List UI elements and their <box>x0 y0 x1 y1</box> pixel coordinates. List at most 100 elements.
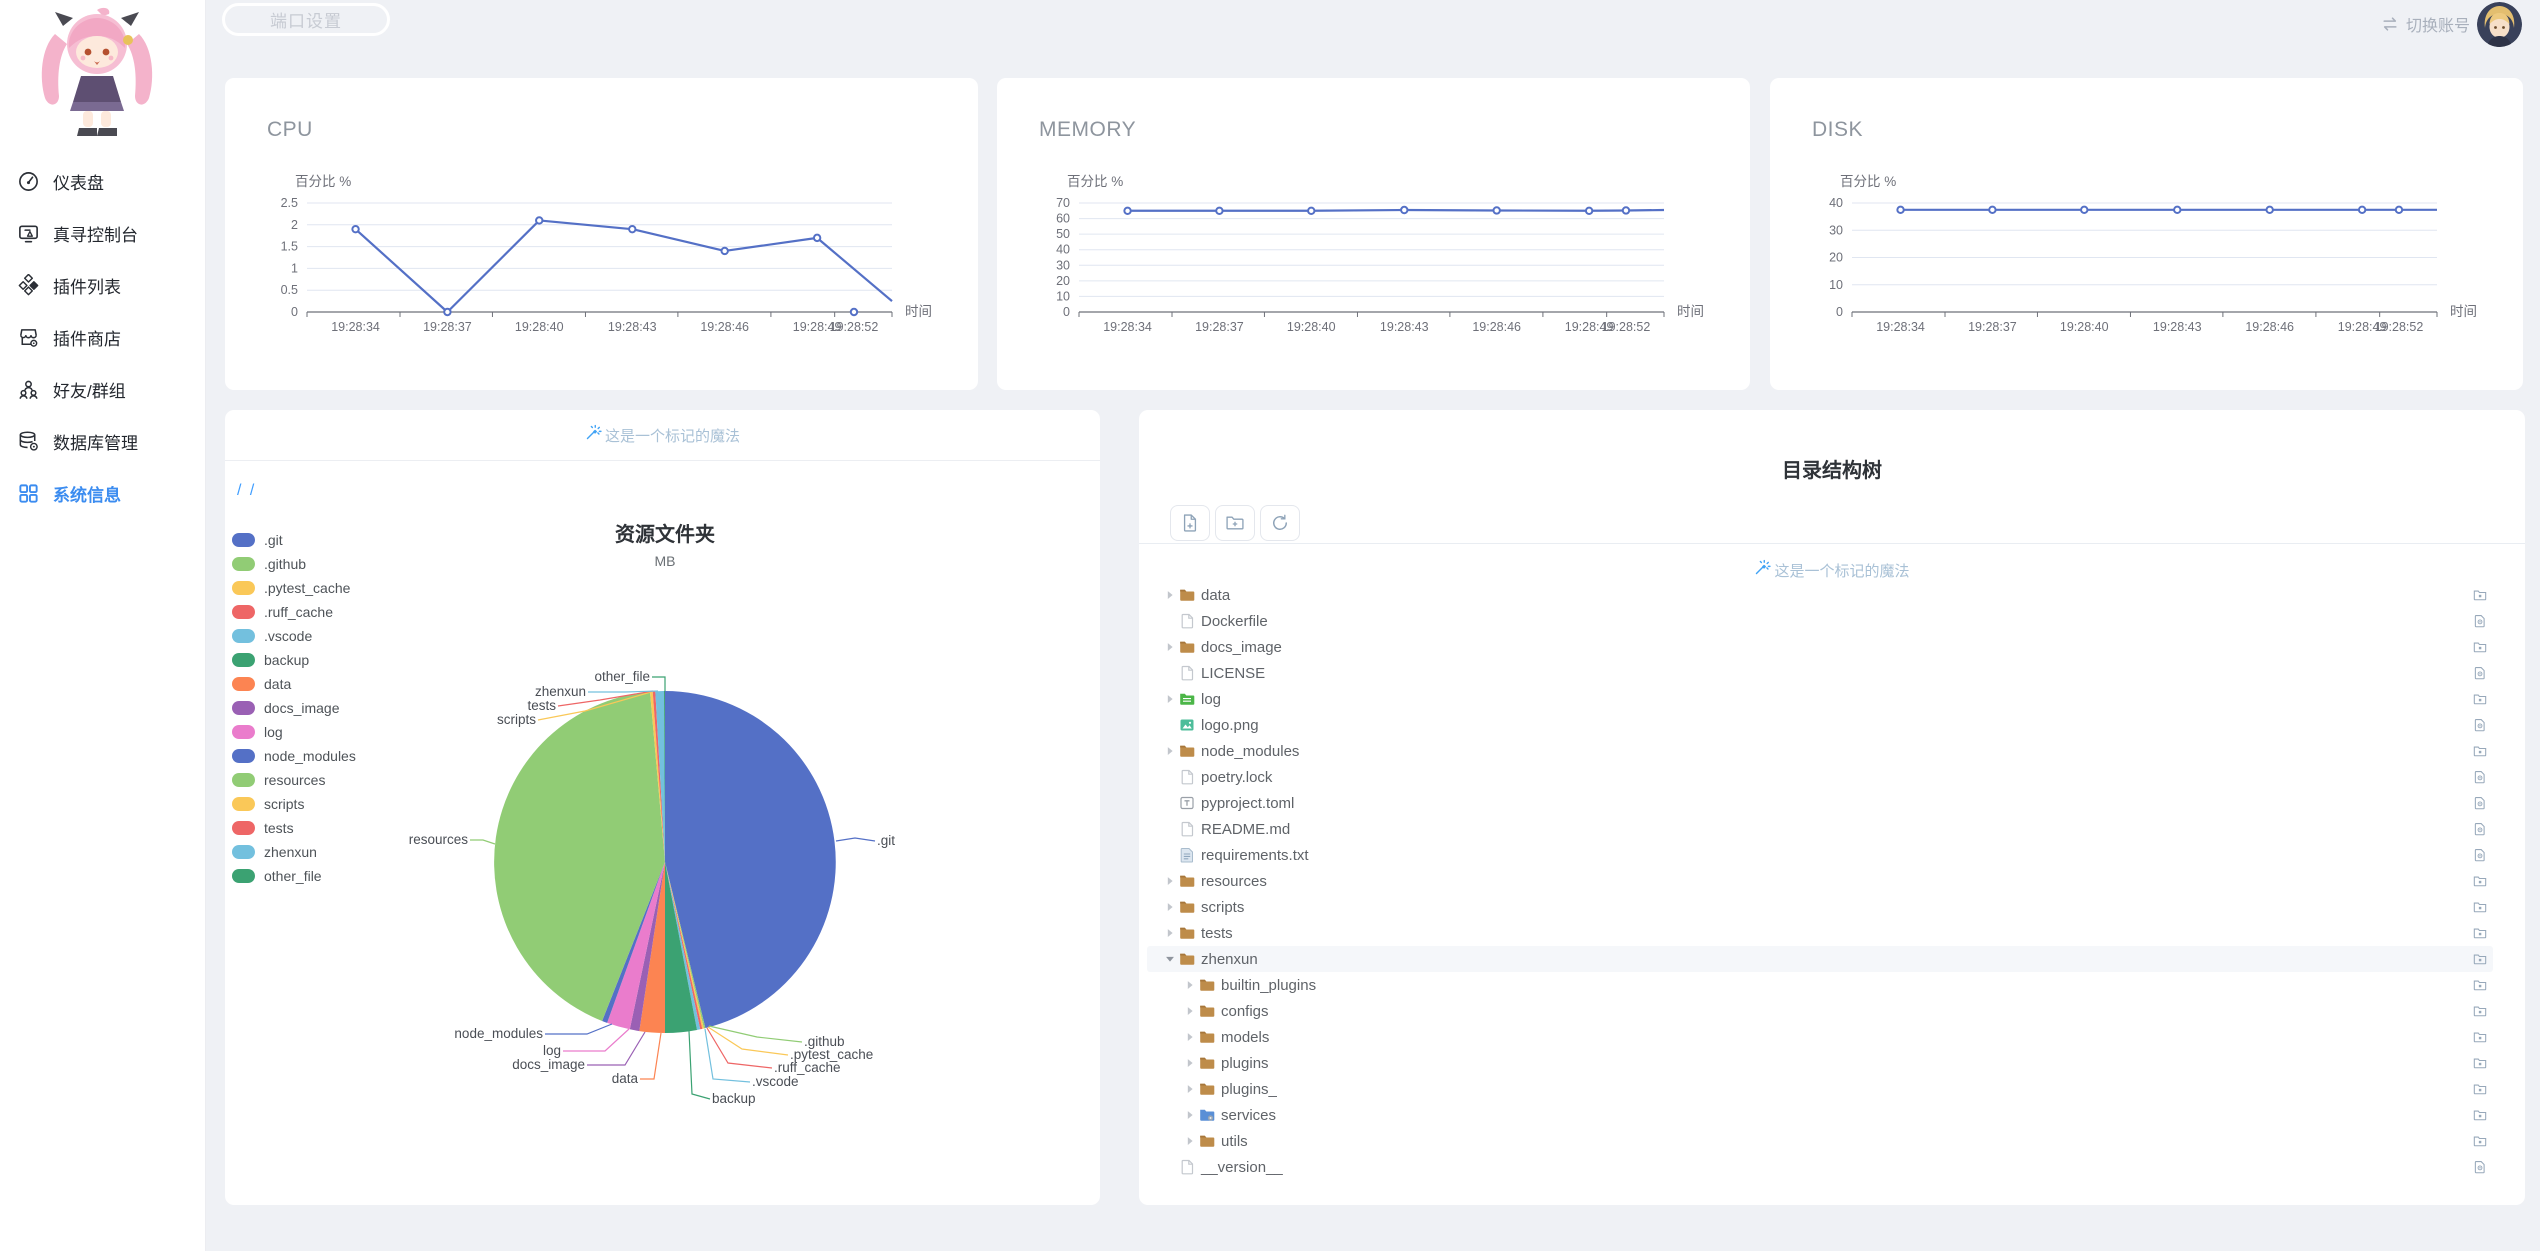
tree-row-configs[interactable]: configs <box>1147 998 2493 1024</box>
tree-row-poetry.lock[interactable]: poetry.lock <box>1147 764 2493 790</box>
legend-item-data[interactable]: data <box>232 672 356 696</box>
folder-download-icon[interactable] <box>2473 1004 2487 1018</box>
folder-download-icon[interactable] <box>2473 874 2487 888</box>
tree-row-resources[interactable]: resources <box>1147 868 2493 894</box>
folder-download-icon[interactable] <box>2473 588 2487 602</box>
file-download-icon[interactable] <box>2473 1160 2487 1174</box>
file-download-icon[interactable] <box>2473 848 2487 862</box>
svg-text:0: 0 <box>1063 305 1070 319</box>
tree-row-builtin_plugins[interactable]: builtin_plugins <box>1147 972 2493 998</box>
file-download-icon[interactable] <box>2473 718 2487 732</box>
caret-right-icon[interactable] <box>1163 900 1177 914</box>
svg-text:时间: 时间 <box>2450 304 2477 319</box>
legend-item-scripts[interactable]: scripts <box>232 792 356 816</box>
legend-item-log[interactable]: log <box>232 720 356 744</box>
switch-account-button[interactable]: 切换账号 <box>2380 12 2470 36</box>
file-download-icon[interactable] <box>2473 796 2487 810</box>
legend-item-.git[interactable]: .git <box>232 528 356 552</box>
svg-text:19:28:52: 19:28:52 <box>830 320 879 334</box>
caret-right-icon[interactable] <box>1163 744 1177 758</box>
folder-download-icon[interactable] <box>2473 640 2487 654</box>
tree-row-utils[interactable]: utils <box>1147 1128 2493 1154</box>
new-file-button[interactable] <box>1170 505 1210 541</box>
tree-row-services[interactable]: services <box>1147 1102 2493 1128</box>
legend-swatch <box>232 581 255 595</box>
legend-item-node_modules[interactable]: node_modules <box>232 744 356 768</box>
avatar[interactable] <box>2477 2 2522 47</box>
tree-row-data[interactable]: data <box>1147 585 2493 608</box>
refresh-button[interactable] <box>1260 505 1300 541</box>
port-settings-button[interactable]: 端口设置 <box>222 3 390 36</box>
caret-right-icon[interactable] <box>1183 1082 1197 1096</box>
caret-right-icon[interactable] <box>1163 692 1177 706</box>
folder-download-icon[interactable] <box>2473 1134 2487 1148</box>
legend-item-resources[interactable]: resources <box>232 768 356 792</box>
legend-item-.pytest_cache[interactable]: .pytest_cache <box>232 576 356 600</box>
sidebar-item-1[interactable]: 仪表盘 <box>0 155 205 207</box>
legend-item-.vscode[interactable]: .vscode <box>232 624 356 648</box>
caret-right-icon[interactable] <box>1183 1056 1197 1070</box>
folder-download-icon[interactable] <box>2473 1056 2487 1070</box>
disk-line-chart: 0 10 20 30 40 百分比 % 19:28:34 19:28:37 19:28:40 19… <box>1829 174 2477 334</box>
pie-card-header: 这是一个标记的魔法 <box>225 410 1100 461</box>
tree-row-requirements.txt[interactable]: requirements.txt <box>1147 842 2493 868</box>
sidebar-item-3[interactable]: 插件列表 <box>0 259 205 311</box>
tree-row-README.md[interactable]: README.md <box>1147 816 2493 842</box>
folder-download-icon[interactable] <box>2473 952 2487 966</box>
svg-text:.vscode: .vscode <box>752 1074 799 1089</box>
caret-right-icon[interactable] <box>1163 874 1177 888</box>
legend-item-zhenxun[interactable]: zhenxun <box>232 840 356 864</box>
tree-row-scripts[interactable]: scripts <box>1147 894 2493 920</box>
watermark-text: 这是一个标记的魔法 <box>604 427 740 445</box>
caret-spacer <box>1163 1160 1177 1174</box>
tree-row-node_modules[interactable]: node_modules <box>1147 738 2493 764</box>
legend-item-backup[interactable]: backup <box>232 648 356 672</box>
tree-row-docs_image[interactable]: docs_image <box>1147 634 2493 660</box>
caret-right-icon[interactable] <box>1183 1030 1197 1044</box>
legend-item-docs_image[interactable]: docs_image <box>232 696 356 720</box>
breadcrumb[interactable]: / / <box>237 482 257 499</box>
sidebar-item-4[interactable]: 插件商店 <box>0 311 205 363</box>
tree-row-pyproject.toml[interactable]: pyproject.toml <box>1147 790 2493 816</box>
new-folder-button[interactable] <box>1215 505 1255 541</box>
tree-row-log[interactable]: log <box>1147 686 2493 712</box>
tree-row-__version__[interactable]: __version__ <box>1147 1154 2493 1180</box>
file-download-icon[interactable] <box>2473 770 2487 784</box>
caret-right-icon[interactable] <box>1163 640 1177 654</box>
folder-download-icon[interactable] <box>2473 1082 2487 1096</box>
folder-download-icon[interactable] <box>2473 1108 2487 1122</box>
caret-right-icon[interactable] <box>1163 588 1177 602</box>
caret-right-icon[interactable] <box>1183 978 1197 992</box>
legend-item-.github[interactable]: .github <box>232 552 356 576</box>
tree-row-logo.png[interactable]: logo.png <box>1147 712 2493 738</box>
folder-download-icon[interactable] <box>2473 744 2487 758</box>
legend-item-tests[interactable]: tests <box>232 816 356 840</box>
legend-item-other_file[interactable]: other_file <box>232 864 356 888</box>
file-download-icon[interactable] <box>2473 614 2487 628</box>
tree-row-plugins[interactable]: plugins <box>1147 1050 2493 1076</box>
caret-down-icon[interactable] <box>1163 952 1177 966</box>
sidebar-item-7[interactable]: 系统信息 <box>0 467 205 519</box>
legend-item-.ruff_cache[interactable]: .ruff_cache <box>232 600 356 624</box>
tree-row-tests[interactable]: tests <box>1147 920 2493 946</box>
file-download-icon[interactable] <box>2473 666 2487 680</box>
folder-download-icon[interactable] <box>2473 900 2487 914</box>
tree-row-zhenxun[interactable]: zhenxun <box>1147 946 2493 972</box>
folder-download-icon[interactable] <box>2473 926 2487 940</box>
caret-right-icon[interactable] <box>1183 1004 1197 1018</box>
caret-right-icon[interactable] <box>1183 1108 1197 1122</box>
tree-row-LICENSE[interactable]: LICENSE <box>1147 660 2493 686</box>
folder-download-icon[interactable] <box>2473 692 2487 706</box>
caret-right-icon[interactable] <box>1163 926 1177 940</box>
svg-text:19:28:46: 19:28:46 <box>1472 320 1521 334</box>
folder-download-icon[interactable] <box>2473 1030 2487 1044</box>
tree-row-plugins_[interactable]: plugins_ <box>1147 1076 2493 1102</box>
sidebar-item-6[interactable]: 数据库管理 <box>0 415 205 467</box>
file-download-icon[interactable] <box>2473 822 2487 836</box>
tree-row-models[interactable]: models <box>1147 1024 2493 1050</box>
sidebar-item-5[interactable]: 好友/群组 <box>0 363 205 415</box>
folder-download-icon[interactable] <box>2473 978 2487 992</box>
tree-row-Dockerfile[interactable]: Dockerfile <box>1147 608 2493 634</box>
sidebar-item-2[interactable]: 真寻控制台 <box>0 207 205 259</box>
caret-right-icon[interactable] <box>1183 1134 1197 1148</box>
